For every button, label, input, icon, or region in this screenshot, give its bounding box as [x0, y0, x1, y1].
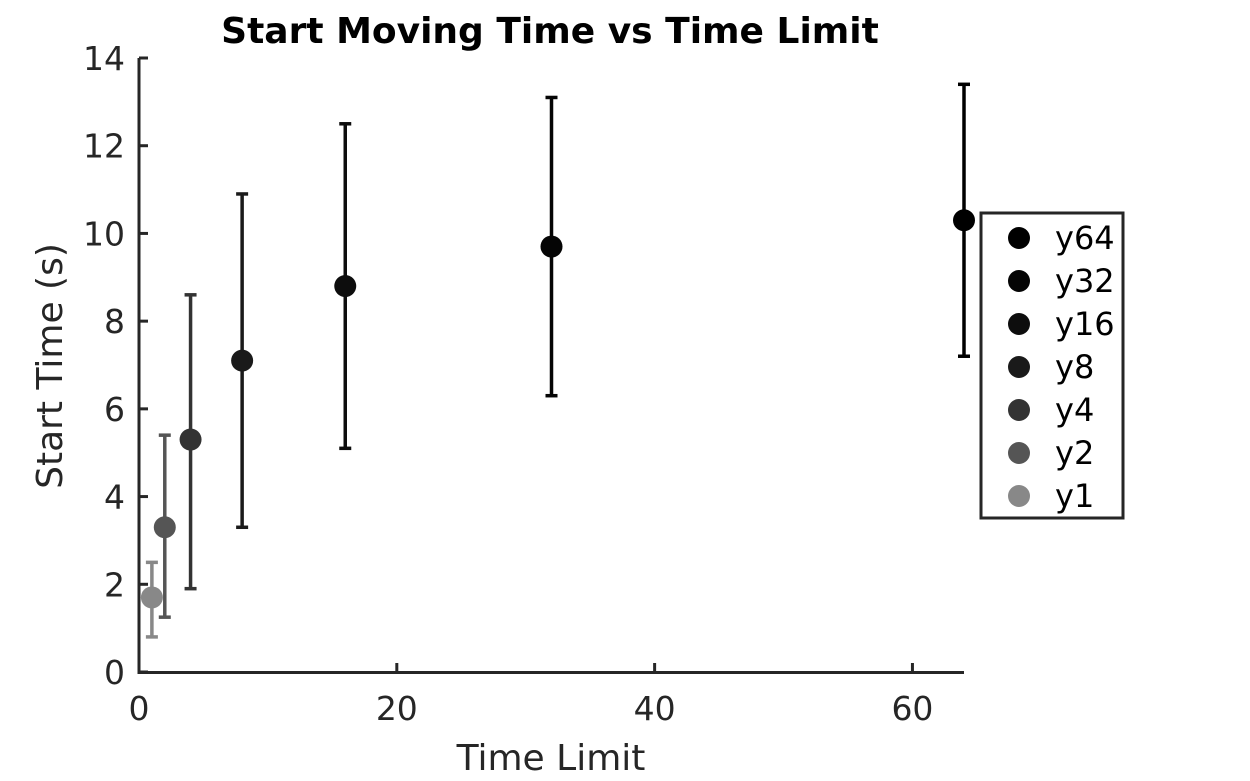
x-tick-label: 20 — [376, 689, 418, 728]
point-y32 — [541, 236, 563, 258]
y-tick-label: 0 — [104, 653, 125, 692]
y-axis-label: Start Time (s) — [30, 243, 71, 489]
x-tick-label: 40 — [634, 689, 676, 728]
legend-label-y4: y4 — [1055, 391, 1094, 429]
data-marks — [141, 84, 975, 637]
legend-label-y16: y16 — [1055, 305, 1115, 343]
legend-marker-y1 — [1008, 485, 1030, 507]
y-tick-label: 8 — [104, 302, 125, 341]
legend-label-y32: y32 — [1055, 262, 1115, 300]
chart-title: Start Moving Time vs Time Limit — [221, 11, 879, 52]
point-y16 — [334, 275, 356, 297]
legend-label-y2: y2 — [1055, 434, 1094, 472]
legend-marker-y32 — [1008, 270, 1030, 292]
y-tick-label: 6 — [104, 390, 125, 429]
axis-ticks: 0 2 4 6 8 10 12 14 0 20 40 60 — [83, 39, 933, 728]
legend-marker-y4 — [1008, 399, 1030, 421]
point-y2 — [154, 516, 176, 538]
legend-label-y64: y64 — [1055, 219, 1115, 257]
legend-label-y1: y1 — [1055, 477, 1094, 515]
point-y8 — [231, 350, 253, 372]
y-tick-label: 2 — [104, 565, 125, 604]
legend-marker-y8 — [1008, 356, 1030, 378]
y-tick-label: 4 — [104, 478, 125, 517]
legend-marker-y16 — [1008, 313, 1030, 335]
y-tick-label: 14 — [83, 39, 125, 78]
legend-marker-y64 — [1008, 227, 1030, 249]
legend-box — [981, 213, 1123, 518]
x-tick-label: 0 — [129, 689, 150, 728]
y-tick-label: 10 — [83, 214, 125, 253]
legend-marker-y2 — [1008, 442, 1030, 464]
legend: y64 y32 y16 y8 y4 y2 y1 — [981, 213, 1123, 518]
legend-label-y8: y8 — [1055, 348, 1094, 386]
point-y4 — [180, 429, 202, 451]
point-y64 — [953, 209, 975, 231]
y-tick-label: 12 — [83, 127, 125, 166]
point-y1 — [141, 586, 163, 608]
x-tick-label: 60 — [891, 689, 933, 728]
x-axis-label: Time Limit — [456, 738, 646, 779]
